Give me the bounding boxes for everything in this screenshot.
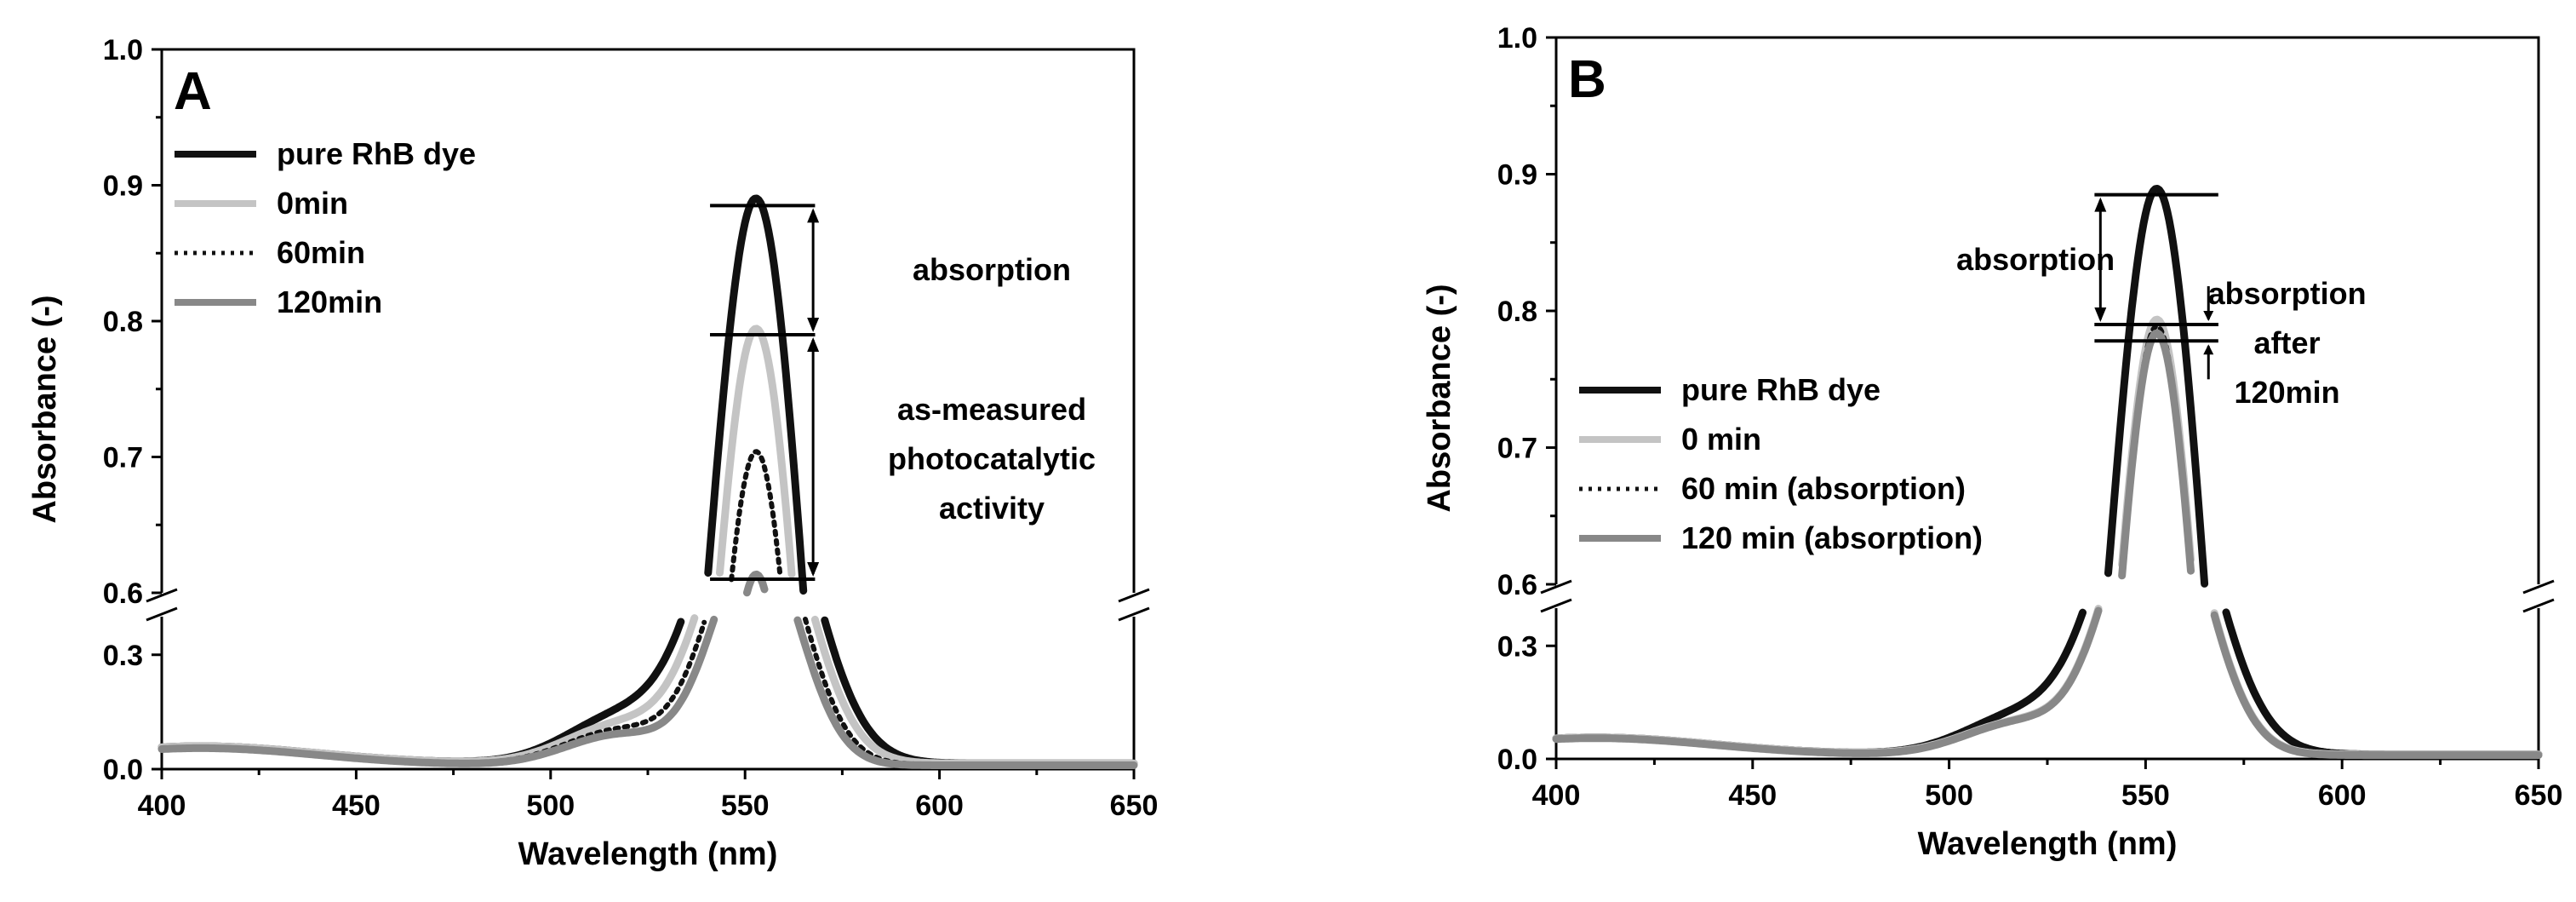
y-tick-label: 0.7: [103, 442, 143, 474]
series-line-upper: [743, 570, 769, 597]
series-line-upper: [2118, 329, 2195, 580]
arrow-head: [807, 336, 820, 352]
series-line-lower: [2222, 608, 2543, 759]
series-120min: [157, 570, 1138, 769]
series-line-upper: [2104, 185, 2209, 588]
x-tick-label: 600: [2318, 779, 2367, 812]
legend-label: 60min: [277, 235, 365, 270]
x-tick-label: 400: [1532, 779, 1581, 812]
y-tick-label: 0.9: [1497, 159, 1537, 192]
x-tick-label: 450: [332, 790, 381, 822]
x-tick-label: 550: [721, 790, 770, 822]
annotation-after: absorption after 120min: [2094, 276, 2367, 410]
y-tick-label: 0.6: [1497, 569, 1537, 601]
break-stroke: [2522, 598, 2555, 613]
break-stroke: [1540, 579, 1572, 595]
panel-letter: A: [174, 62, 212, 121]
series-line-lower: [2210, 611, 2543, 760]
annotation-absorption: absorption: [710, 204, 1071, 336]
arrow-head: [2203, 344, 2214, 355]
y-tick-label: 1.0: [103, 34, 143, 66]
x-tick-label: 500: [526, 790, 575, 822]
panel-letter: B: [1568, 50, 1606, 109]
break-stroke: [1118, 606, 1150, 622]
series-line-lower: [157, 618, 685, 766]
legend-label: 60 min (absorption): [1681, 471, 1966, 506]
lower-axis-frame: [160, 617, 1136, 771]
series-line-lower: [1554, 607, 2101, 756]
series-line-upper: [729, 449, 783, 583]
arrow-head: [807, 208, 820, 223]
y-tick-label: 0.8: [1497, 296, 1537, 328]
annotation-text: photocatalytic: [888, 441, 1096, 476]
x-tick-label: 400: [138, 790, 186, 822]
annotation-text: absorption: [2208, 276, 2367, 311]
annotation-text: activity: [939, 491, 1045, 526]
y-tick-label: 0.3: [103, 640, 143, 672]
y-tick-label: 0.8: [103, 306, 143, 338]
break-stroke: [1118, 588, 1150, 603]
annotation-text: as-measured: [897, 392, 1086, 427]
series-line-upper: [704, 194, 808, 595]
series-line-lower: [793, 616, 1138, 769]
y-tick-label: 0.0: [1497, 744, 1537, 776]
break-stroke: [146, 606, 178, 622]
series-line-lower: [157, 614, 699, 766]
panel-a-chart: 400 450 500 550 600 650 0.0 0.3 0.6 0.7 0.8 0.9 1.0 W…: [27, 34, 1158, 872]
y-tick-label: 0.9: [103, 170, 143, 203]
legend-label: pure RhB dye: [277, 136, 476, 171]
series-line-lower: [157, 615, 718, 767]
break-stroke: [1540, 598, 1572, 613]
legend-label: 120 min (absorption): [1681, 520, 1983, 555]
series-line-upper: [716, 325, 796, 578]
y-axis-label: Absorbance (-): [1422, 284, 1457, 512]
x-tick-label: 450: [1728, 779, 1777, 812]
axis-break-right: [2522, 579, 2555, 613]
y-tick-label: 0.6: [103, 577, 143, 610]
y-tick-label: 1.0: [1497, 22, 1537, 55]
legend-label: 120min: [277, 284, 382, 319]
legend-label: 0 min: [1681, 422, 1761, 457]
x-tick-label: 600: [915, 790, 964, 822]
x-tick-label: 650: [1110, 790, 1159, 822]
arrow-head: [807, 317, 820, 332]
annotation-text: 120min: [2235, 375, 2340, 410]
x-tick-label: 500: [1925, 779, 1973, 812]
arrow-head: [807, 562, 820, 577]
annotation-text: after: [2254, 325, 2321, 360]
series-line-lower: [803, 617, 1136, 767]
annotation-absorption: absorption: [1956, 192, 2218, 327]
legend-label: 0min: [277, 186, 348, 221]
x-tick-label: 550: [2121, 779, 2170, 812]
annotation-text: absorption: [913, 252, 1071, 287]
series-line-lower: [1552, 608, 2087, 756]
series-120-min-absorption-: [1552, 329, 2543, 760]
x-axis-label: Wavelength (nm): [1918, 826, 2178, 862]
axis-break-left: [1540, 579, 1572, 613]
series-line-lower: [1552, 606, 2103, 757]
x-tick-label: 650: [2515, 779, 2563, 812]
arrow-head: [2203, 311, 2214, 322]
series-line-lower: [159, 619, 707, 766]
panel-b-chart: 400 450 500 550 600 650 0.0 0.3 0.6 0.7 0.8 0.9 1.0 W…: [1422, 22, 2562, 862]
break-stroke: [2522, 579, 2555, 595]
y-tick-label: 0.7: [1497, 433, 1537, 465]
legend-label: pure RhB dye: [1681, 372, 1880, 407]
y-tick-label: 0.3: [1497, 630, 1537, 663]
series-line-lower: [1552, 605, 2103, 756]
axis-break-right: [1118, 588, 1150, 622]
y-tick-label: 0.0: [103, 754, 143, 786]
annotation-activity: as-measured photocatalytic activity: [710, 332, 1096, 582]
arrow-head: [2094, 197, 2107, 212]
y-axis-label: Absorbance (-): [27, 295, 63, 523]
arrow-head: [2094, 307, 2107, 323]
break-stroke: [146, 588, 178, 603]
annotation-text: absorption: [1956, 242, 2115, 277]
series-line-lower: [810, 615, 1138, 767]
x-axis-label: Wavelength (nm): [518, 836, 778, 872]
axis-break-left: [146, 588, 178, 622]
